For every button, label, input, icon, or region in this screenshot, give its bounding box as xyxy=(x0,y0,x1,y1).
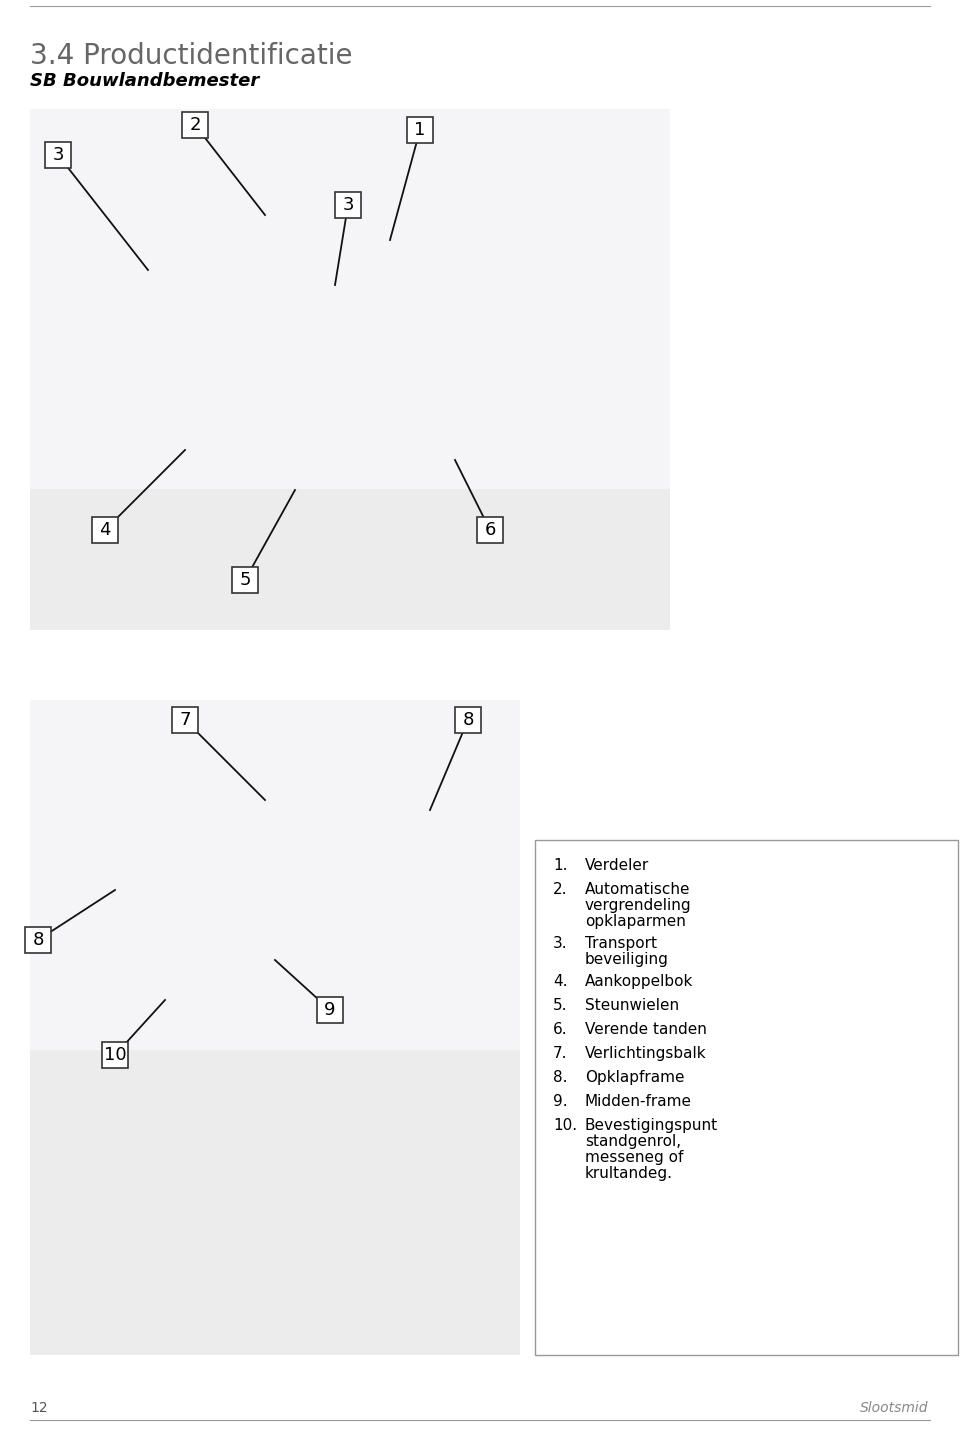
Text: 10.: 10. xyxy=(553,1117,577,1133)
Text: 2.: 2. xyxy=(553,882,567,897)
Bar xyxy=(92,517,118,543)
Bar xyxy=(25,927,51,953)
Text: 4.: 4. xyxy=(553,975,567,989)
Bar xyxy=(182,111,208,139)
Bar xyxy=(407,117,433,143)
Bar xyxy=(535,840,958,1355)
Text: 3: 3 xyxy=(52,146,63,164)
Text: 7: 7 xyxy=(180,712,191,729)
Bar xyxy=(335,191,361,219)
Text: 6: 6 xyxy=(484,522,495,539)
Text: Opklapframe: Opklapframe xyxy=(585,1070,684,1085)
Text: 3.: 3. xyxy=(553,936,567,952)
Text: Aankoppelbok: Aankoppelbok xyxy=(585,975,693,989)
Text: Verende tanden: Verende tanden xyxy=(585,1022,707,1037)
Bar xyxy=(455,707,481,733)
Text: Verdeler: Verdeler xyxy=(585,857,649,873)
Text: 5: 5 xyxy=(239,572,251,589)
Text: 2: 2 xyxy=(189,116,201,134)
Text: beveiliging: beveiliging xyxy=(585,952,669,967)
Bar xyxy=(172,707,198,733)
Bar xyxy=(232,567,258,593)
Text: 1: 1 xyxy=(415,121,425,139)
Text: Slootsmid: Slootsmid xyxy=(859,1400,928,1415)
Text: vergrendeling: vergrendeling xyxy=(585,897,691,913)
Bar xyxy=(30,1050,520,1355)
Text: Midden-frame: Midden-frame xyxy=(585,1095,692,1109)
Text: Transport: Transport xyxy=(585,936,657,952)
Bar xyxy=(317,997,343,1023)
Text: 5.: 5. xyxy=(553,997,567,1013)
Text: messeneg of: messeneg of xyxy=(585,1150,684,1165)
Text: standgenrol,: standgenrol, xyxy=(585,1135,682,1149)
Text: Bevestigingspunt: Bevestigingspunt xyxy=(585,1117,718,1133)
Text: SB Bouwlandbemester: SB Bouwlandbemester xyxy=(30,71,259,90)
Text: 8.: 8. xyxy=(553,1070,567,1085)
Text: Verlichtingsbalk: Verlichtingsbalk xyxy=(585,1046,707,1060)
Text: 4: 4 xyxy=(99,522,110,539)
Text: 3.4 Productidentificatie: 3.4 Productidentificatie xyxy=(30,41,352,70)
Text: 9: 9 xyxy=(324,1000,336,1019)
Text: Automatische: Automatische xyxy=(585,882,690,897)
Bar xyxy=(45,141,71,169)
Text: 8: 8 xyxy=(463,712,473,729)
Text: 10: 10 xyxy=(104,1046,127,1065)
Bar xyxy=(102,1042,128,1067)
Bar xyxy=(477,517,503,543)
Text: 3: 3 xyxy=(343,196,353,214)
Text: 7.: 7. xyxy=(553,1046,567,1060)
Text: 1.: 1. xyxy=(553,857,567,873)
Bar xyxy=(30,109,670,630)
Text: Steunwielen: Steunwielen xyxy=(585,997,679,1013)
Bar xyxy=(30,700,520,1355)
Text: 8: 8 xyxy=(33,932,44,949)
Bar xyxy=(30,489,670,630)
Text: 12: 12 xyxy=(30,1400,48,1415)
Text: 9.: 9. xyxy=(553,1095,567,1109)
Text: 6.: 6. xyxy=(553,1022,567,1037)
Text: opklaparmen: opklaparmen xyxy=(585,915,685,929)
Text: krultandeg.: krultandeg. xyxy=(585,1166,673,1180)
